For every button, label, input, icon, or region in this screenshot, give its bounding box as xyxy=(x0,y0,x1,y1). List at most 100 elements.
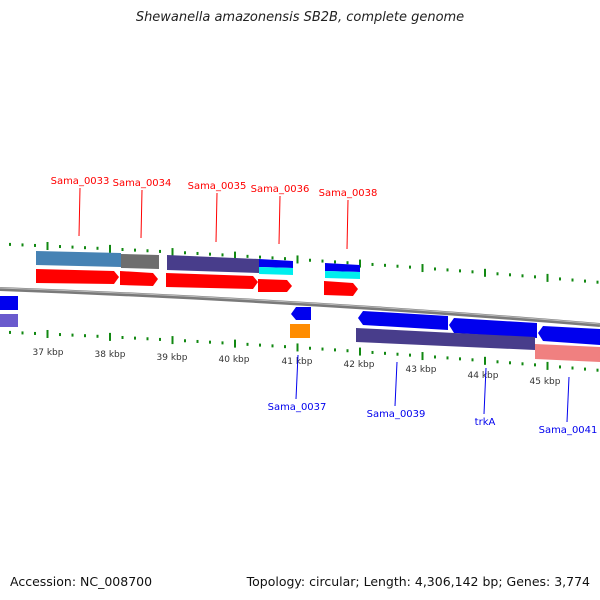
gene-leader-line xyxy=(346,199,349,250)
tick-mark xyxy=(46,329,49,338)
tick-mark xyxy=(384,263,386,267)
tick-mark xyxy=(496,360,499,364)
tick-mark xyxy=(334,260,336,264)
tick-mark xyxy=(196,251,199,255)
gene-label[interactable]: Sama_0039 xyxy=(367,409,426,420)
tick-mark xyxy=(584,367,586,371)
tick-mark xyxy=(434,355,436,359)
gene-label[interactable]: Sama_0035 xyxy=(188,181,247,192)
tick-mark xyxy=(9,242,11,246)
cds-arrow-reverse[interactable] xyxy=(358,311,448,330)
tick-mark xyxy=(34,331,36,335)
gene-label[interactable]: trkA xyxy=(475,417,496,428)
tick-mark xyxy=(296,255,299,264)
tick-mark xyxy=(534,363,536,367)
tick-mark xyxy=(546,361,549,370)
tick-mark xyxy=(159,337,161,341)
forward-gene-labels: Sama_0033 Sama_0034 Sama_0035 Sama_0036 Sama… xyxy=(51,176,378,250)
feature-orange[interactable] xyxy=(290,324,310,338)
tick-mark xyxy=(321,259,324,263)
gene-label[interactable]: Sama_0041 xyxy=(539,425,598,436)
tick-mark xyxy=(421,264,424,273)
tick-mark xyxy=(409,353,411,357)
feature-blue[interactable] xyxy=(259,259,293,268)
tick-mark xyxy=(321,347,324,351)
feature-purple[interactable] xyxy=(356,328,535,350)
kbp-label: 40 kbp xyxy=(219,355,250,365)
kbp-label: 45 kbp xyxy=(530,377,561,387)
tick-mark xyxy=(446,356,449,360)
feature-cyan[interactable] xyxy=(259,267,293,275)
feature-blue[interactable] xyxy=(325,263,360,272)
cds-arrow-reverse[interactable] xyxy=(538,326,600,345)
kbp-label: 39 kbp xyxy=(157,353,188,363)
tick-mark xyxy=(171,336,174,345)
cds-arrow-reverse[interactable] xyxy=(291,307,311,320)
feature-steelblue[interactable] xyxy=(36,251,121,267)
tick-mark xyxy=(546,273,549,282)
cds-arrow-forward[interactable] xyxy=(166,273,258,289)
tick-mark xyxy=(96,246,99,250)
tick-mark xyxy=(596,368,599,372)
cds-arrow-forward[interactable] xyxy=(258,279,292,292)
tick-mark xyxy=(359,347,361,356)
genome-summary-text: Topology: circular; Length: 4,306,142 bp… xyxy=(246,574,590,589)
tick-mark xyxy=(484,268,486,277)
tick-mark xyxy=(96,334,99,338)
tick-mark xyxy=(71,333,74,337)
gene-label[interactable]: Sama_0038 xyxy=(319,188,378,199)
reverse-gene-labels: Sama_0037 Sama_0039 trkA Sama_0041 xyxy=(268,354,598,436)
tick-mark xyxy=(146,249,149,253)
tick-mark xyxy=(471,358,474,362)
tick-mark xyxy=(359,259,361,268)
tick-mark xyxy=(146,337,149,341)
gene-label[interactable]: Sama_0036 xyxy=(251,184,310,195)
map-title: Shewanella amazonensis SB2B, complete ge… xyxy=(135,10,465,25)
tick-mark xyxy=(346,261,349,265)
tick-mark xyxy=(196,339,199,343)
cds-arrow-forward[interactable] xyxy=(120,271,158,286)
tick-mark xyxy=(334,348,336,352)
tick-mark xyxy=(534,275,536,279)
tick-mark xyxy=(221,253,224,257)
kbp-label: 42 kbp xyxy=(344,360,375,370)
gene-label[interactable]: Sama_0034 xyxy=(113,178,172,189)
feature-gray[interactable] xyxy=(121,254,159,269)
tick-mark xyxy=(309,346,311,350)
tick-mark xyxy=(234,339,236,348)
tick-mark xyxy=(596,280,599,284)
tick-mark xyxy=(34,243,36,247)
gene-label[interactable]: Sama_0037 xyxy=(268,402,327,413)
tick-mark xyxy=(121,336,124,340)
feature-purple[interactable] xyxy=(167,255,259,273)
tick-mark xyxy=(59,245,61,249)
gene-leader-line xyxy=(278,195,281,245)
tick-mark xyxy=(71,245,74,249)
tick-mark xyxy=(371,262,374,266)
cds-arrow-forward[interactable] xyxy=(36,269,119,284)
gene-leader-line xyxy=(215,192,218,243)
tick-mark xyxy=(496,272,499,276)
tick-mark xyxy=(421,352,424,361)
tick-mark xyxy=(459,269,461,273)
cds-arrow-forward[interactable] xyxy=(324,281,358,296)
tick-mark xyxy=(159,249,161,253)
gene-leader-line xyxy=(394,361,398,407)
cds-arrow-reverse[interactable] xyxy=(449,318,537,338)
tick-mark xyxy=(184,339,186,343)
gene-label[interactable]: Sama_0033 xyxy=(51,176,110,187)
tick-mark xyxy=(521,362,524,366)
feature-cyan[interactable] xyxy=(325,271,360,279)
tick-mark xyxy=(246,254,249,258)
feature-pink[interactable] xyxy=(535,344,600,362)
tick-mark xyxy=(584,279,586,283)
tick-mark xyxy=(109,332,111,341)
cds-arrow-reverse[interactable] xyxy=(0,296,18,310)
feature-slateblue[interactable] xyxy=(0,314,18,327)
tick-mark xyxy=(134,336,136,340)
tick-mark xyxy=(284,257,286,261)
tick-mark xyxy=(9,330,11,334)
tick-mark xyxy=(296,343,299,352)
